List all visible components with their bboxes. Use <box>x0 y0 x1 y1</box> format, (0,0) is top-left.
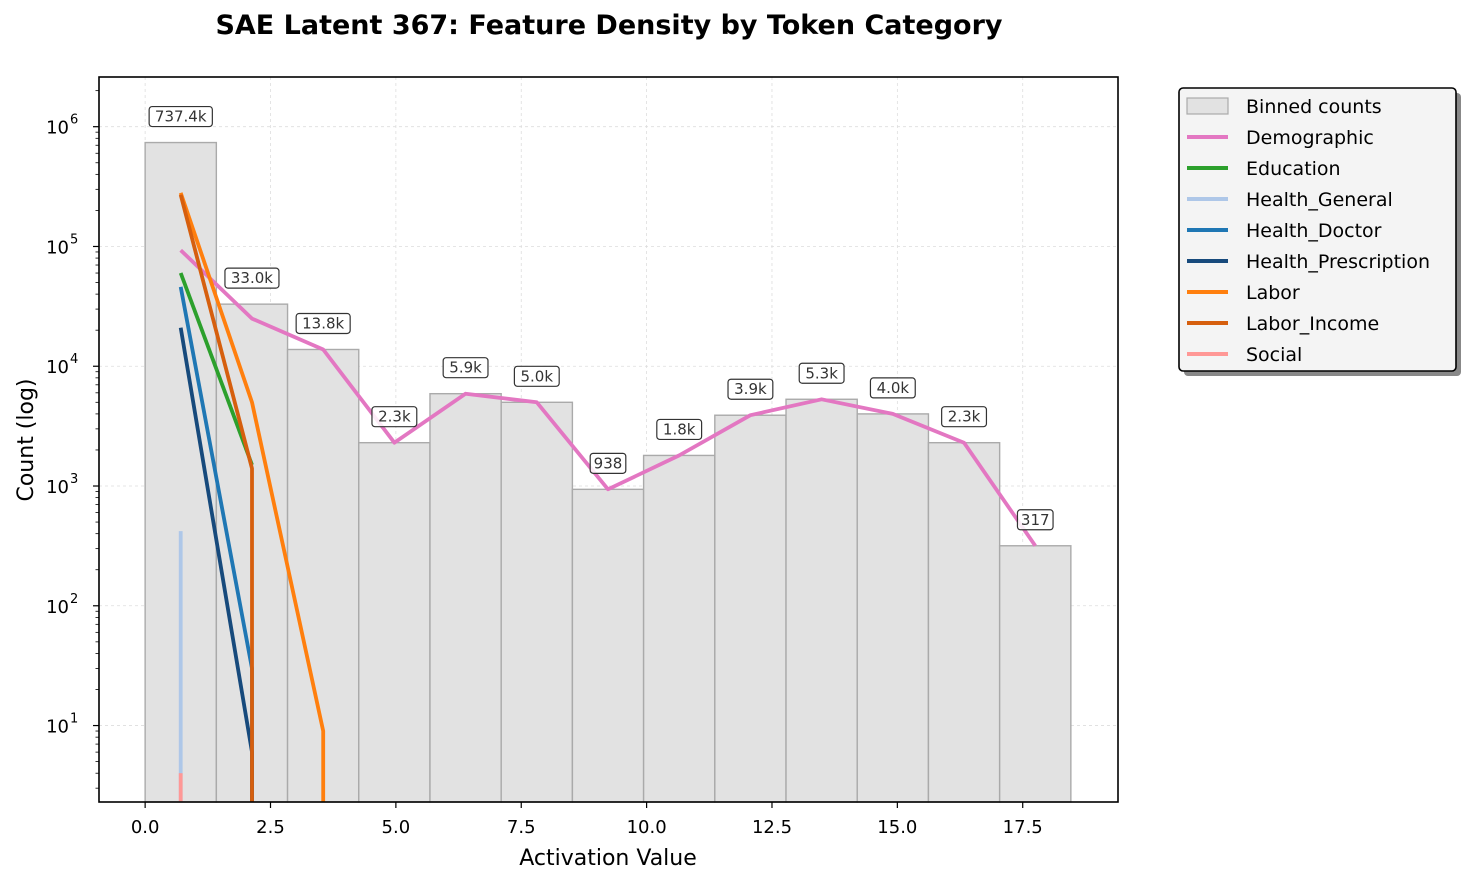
series-line-demographic <box>179 248 1037 547</box>
bar-value-label-box <box>589 452 627 474</box>
chart-title: SAE Latent 367: Feature Density by Token… <box>215 10 1003 41</box>
x-tick-label: 0.0 <box>131 817 160 838</box>
bar-value-label: 2.3k <box>371 406 418 428</box>
x-axis-label: Activation Value <box>519 846 697 871</box>
y-tick-label-exponent: 5 <box>70 232 78 247</box>
bar-value-label: 5.9k <box>442 357 489 379</box>
bar-value-label-text: 938 <box>594 454 623 472</box>
histogram-bar <box>785 398 858 803</box>
legend-swatch-binned-counts <box>1186 97 1229 115</box>
bar-value-label-box <box>798 362 845 384</box>
y-tick-label-exponent: 2 <box>70 592 78 607</box>
bar-value-label-text: 737.4k <box>155 108 207 126</box>
histogram-bar <box>856 413 930 803</box>
x-tick-label: 10.0 <box>627 817 667 838</box>
histogram-bar <box>500 401 574 803</box>
legend-box <box>1178 87 1457 372</box>
bar-value-label: 2.3k <box>941 406 988 428</box>
y-tick-label-base: 10 <box>46 717 69 738</box>
bar-value-labels: 737.4k 33.0k 13.8k 2.3k 5.9k 5.0k 938 1.8k 3.9k 5… <box>148 105 1054 531</box>
bar-value-label-text: 4.0k <box>877 379 910 397</box>
bar-value-label-text: 33.0k <box>231 269 273 287</box>
bar-value-label: 938 <box>589 452 627 474</box>
x-tick-label: 2.5 <box>256 817 285 838</box>
histogram-bar <box>642 454 716 803</box>
histogram-bar <box>927 441 1001 803</box>
bar-value-label: 5.0k <box>513 365 560 387</box>
bar-value-label-text: 3.9k <box>734 380 767 398</box>
bar-value-label-text: 2.3k <box>948 408 981 426</box>
bar-value-label: 1.8k <box>656 418 703 441</box>
bar-value-label: 13.8k <box>295 312 351 335</box>
bar-value-label-box <box>295 312 351 335</box>
bar-value-label-box <box>442 357 489 379</box>
legend-label: Health_General <box>1246 189 1393 211</box>
bar-value-label-text: 1.8k <box>663 420 696 438</box>
bar-value-label: 5.3k <box>798 362 845 384</box>
histogram-bars <box>144 141 1072 803</box>
bar-value-label-box <box>727 378 774 400</box>
bar-value-label-box <box>371 406 418 428</box>
legend-label: Health_Prescription <box>1246 251 1430 273</box>
bar-value-label-text: 5.3k <box>805 364 838 382</box>
x-tick-label: 7.5 <box>507 817 536 838</box>
x-tick-label: 12.5 <box>752 817 792 838</box>
bar-value-label-text: 5.0k <box>521 367 554 385</box>
series-line-education <box>178 272 254 466</box>
y-tick-label-base: 10 <box>46 118 69 139</box>
y-tick-label-exponent: 4 <box>70 352 78 367</box>
bar-value-label-box <box>148 105 213 128</box>
y-tick-label-exponent: 1 <box>70 712 78 727</box>
legend-label: Social <box>1246 344 1302 366</box>
series-line-labor <box>178 192 326 802</box>
x-tick-label: 17.5 <box>1003 817 1043 838</box>
histogram-bar <box>571 488 645 803</box>
legend-label: Education <box>1246 158 1341 180</box>
bar-value-label-text: 5.9k <box>449 359 482 377</box>
legend: Binned counts Demographic Education Health_… <box>1178 87 1461 376</box>
bar-value-label: 317 <box>1016 509 1054 531</box>
histogram-bar <box>998 545 1072 803</box>
bar-value-label: 737.4k <box>148 105 213 128</box>
legend-label: Labor <box>1246 282 1300 304</box>
bar-value-label-box <box>1016 509 1054 531</box>
legend-label: Health_Doctor <box>1246 220 1382 242</box>
x-axis-ticks: 0.0 2.5 5.0 7.5 10.0 12.5 15.0 17.5 <box>131 802 1043 838</box>
bar-value-label: 33.0k <box>224 267 280 289</box>
histogram-bar <box>714 414 787 803</box>
legend-label: Demographic <box>1246 127 1374 149</box>
plot-frame <box>98 76 1119 803</box>
series-lines <box>178 192 1037 802</box>
y-tick-label-base: 10 <box>46 477 69 498</box>
bar-value-label-box <box>941 406 988 428</box>
y-axis-label: Count (log) <box>14 378 39 501</box>
bar-value-label-box <box>513 365 560 387</box>
bar-value-label-text: 2.3k <box>378 408 411 426</box>
bar-value-label: 4.0k <box>869 377 916 399</box>
x-tick-label: 15.0 <box>877 817 917 838</box>
legend-label: Labor_Income <box>1246 313 1379 335</box>
bar-value-label-box <box>869 377 916 399</box>
y-tick-label-exponent: 3 <box>70 472 78 487</box>
histogram-bar <box>358 441 431 803</box>
bar-value-label-text: 317 <box>1021 511 1050 529</box>
y-tick-label-exponent: 6 <box>70 113 78 128</box>
bar-value-label-box <box>656 418 703 441</box>
y-tick-label-base: 10 <box>46 357 69 378</box>
bar-value-label-text: 13.8k <box>302 314 344 332</box>
legend-label: Binned counts <box>1246 96 1382 118</box>
series-line-labor-income <box>178 194 254 802</box>
histogram-bar <box>429 392 502 803</box>
bar-value-label-box <box>224 267 280 289</box>
x-tick-label: 5.0 <box>382 817 411 838</box>
y-tick-label-base: 10 <box>46 597 69 618</box>
bar-value-label: 3.9k <box>727 378 774 400</box>
y-tick-label-base: 10 <box>46 237 69 258</box>
